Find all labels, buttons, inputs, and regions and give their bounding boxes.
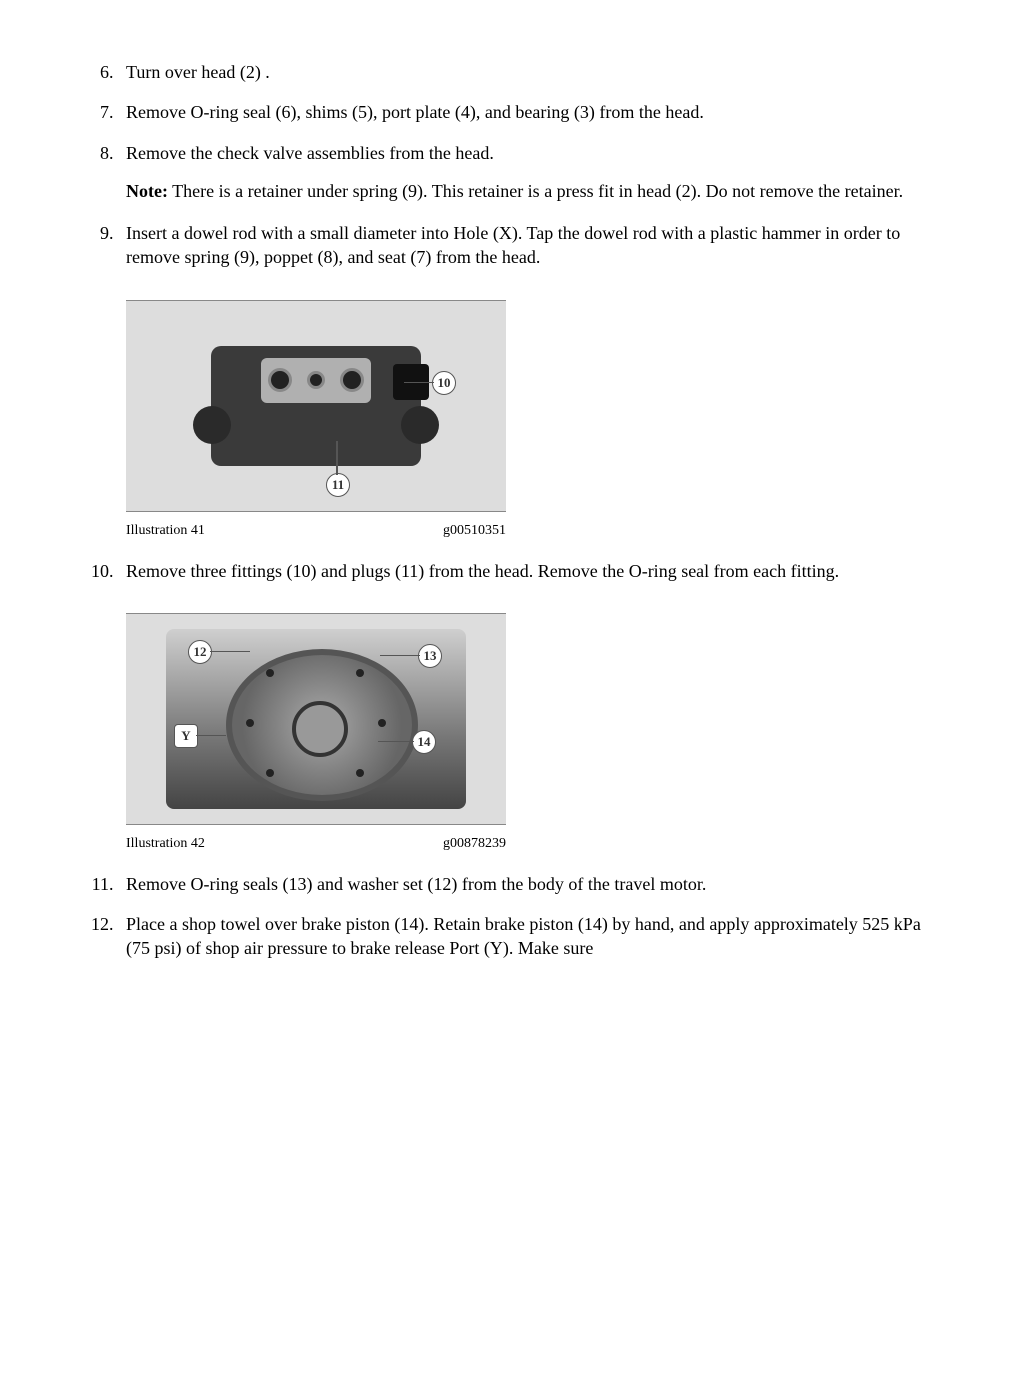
callout-10: 10 (432, 371, 456, 395)
step-7: Remove O-ring seal (6), shims (5), port … (118, 100, 934, 124)
figure-42-image: 12 13 14 Y (126, 614, 506, 824)
note-text: There is a retainer under spring (9). Th… (168, 181, 903, 201)
step-8-note: Note: There is a retainer under spring (… (126, 179, 934, 203)
step-text: Remove the check valve assemblies from t… (126, 143, 494, 163)
bolt-icon (246, 719, 254, 727)
step-text: Remove O-ring seal (6), shims (5), port … (126, 102, 704, 122)
callout-11: 11 (326, 473, 350, 497)
step-text: Remove O-ring seals (13) and washer set … (126, 874, 706, 894)
figure-rule-bottom (126, 824, 506, 825)
step-6: Turn over head (2) . (118, 60, 934, 84)
step-11: Remove O-ring seals (13) and washer set … (118, 872, 934, 896)
callout-lead (378, 741, 414, 743)
figure-code: g00878239 (443, 835, 506, 854)
bolt-icon (356, 769, 364, 777)
callout-lead (336, 441, 338, 475)
port-hole-icon (307, 371, 325, 389)
bolt-icon (266, 669, 274, 677)
step-12: Place a shop towel over brake piston (14… (118, 912, 934, 961)
callout-12: 12 (188, 640, 212, 664)
callout-13: 13 (418, 644, 442, 668)
step-9: Insert a dowel rod with a small diameter… (118, 221, 934, 540)
figure-41: 10 11 Illustration 41 g00510351 (126, 300, 934, 541)
figure-42: 12 13 14 Y Illustration 42 g00878239 (126, 613, 934, 854)
figure-code: g00510351 (443, 522, 506, 541)
callout-lead (380, 655, 420, 657)
figure-42-caption: Illustration 42 g00878239 (126, 835, 506, 854)
port-plate-icon (261, 358, 371, 403)
callout-14: 14 (412, 730, 436, 754)
step-10: Remove three fittings (10) and plugs (11… (118, 559, 934, 854)
callout-lead (210, 651, 250, 653)
figure-label: Illustration 42 (126, 835, 205, 854)
bolt-icon (378, 719, 386, 727)
figure-41-image: 10 11 (126, 301, 506, 511)
step-text: Place a shop towel over brake piston (14… (126, 914, 921, 958)
step-text: Turn over head (2) . (126, 62, 270, 82)
boss-icon (193, 406, 231, 444)
head-assembly-icon (211, 346, 421, 466)
step-text: Insert a dowel rod with a small diameter… (126, 223, 900, 267)
bolt-icon (266, 769, 274, 777)
port-hole-icon (268, 368, 292, 392)
figure-rule-bottom (126, 511, 506, 512)
step-8: Remove the check valve assemblies from t… (118, 141, 934, 204)
procedure-list: Turn over head (2) . Remove O-ring seal … (90, 60, 934, 961)
note-label: Note: (126, 181, 168, 201)
callout-Y: Y (174, 724, 198, 748)
figure-label: Illustration 41 (126, 522, 205, 541)
port-hole-icon (340, 368, 364, 392)
hub-icon (292, 701, 348, 757)
figure-41-caption: Illustration 41 g00510351 (126, 522, 506, 541)
bolt-icon (356, 669, 364, 677)
callout-lead (196, 735, 226, 737)
callout-lead (404, 382, 434, 384)
boss-icon (401, 406, 439, 444)
step-text: Remove three fittings (10) and plugs (11… (126, 561, 839, 581)
